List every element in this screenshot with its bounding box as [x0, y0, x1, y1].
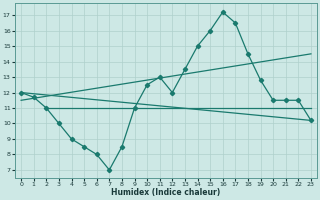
X-axis label: Humidex (Indice chaleur): Humidex (Indice chaleur)	[111, 188, 221, 197]
